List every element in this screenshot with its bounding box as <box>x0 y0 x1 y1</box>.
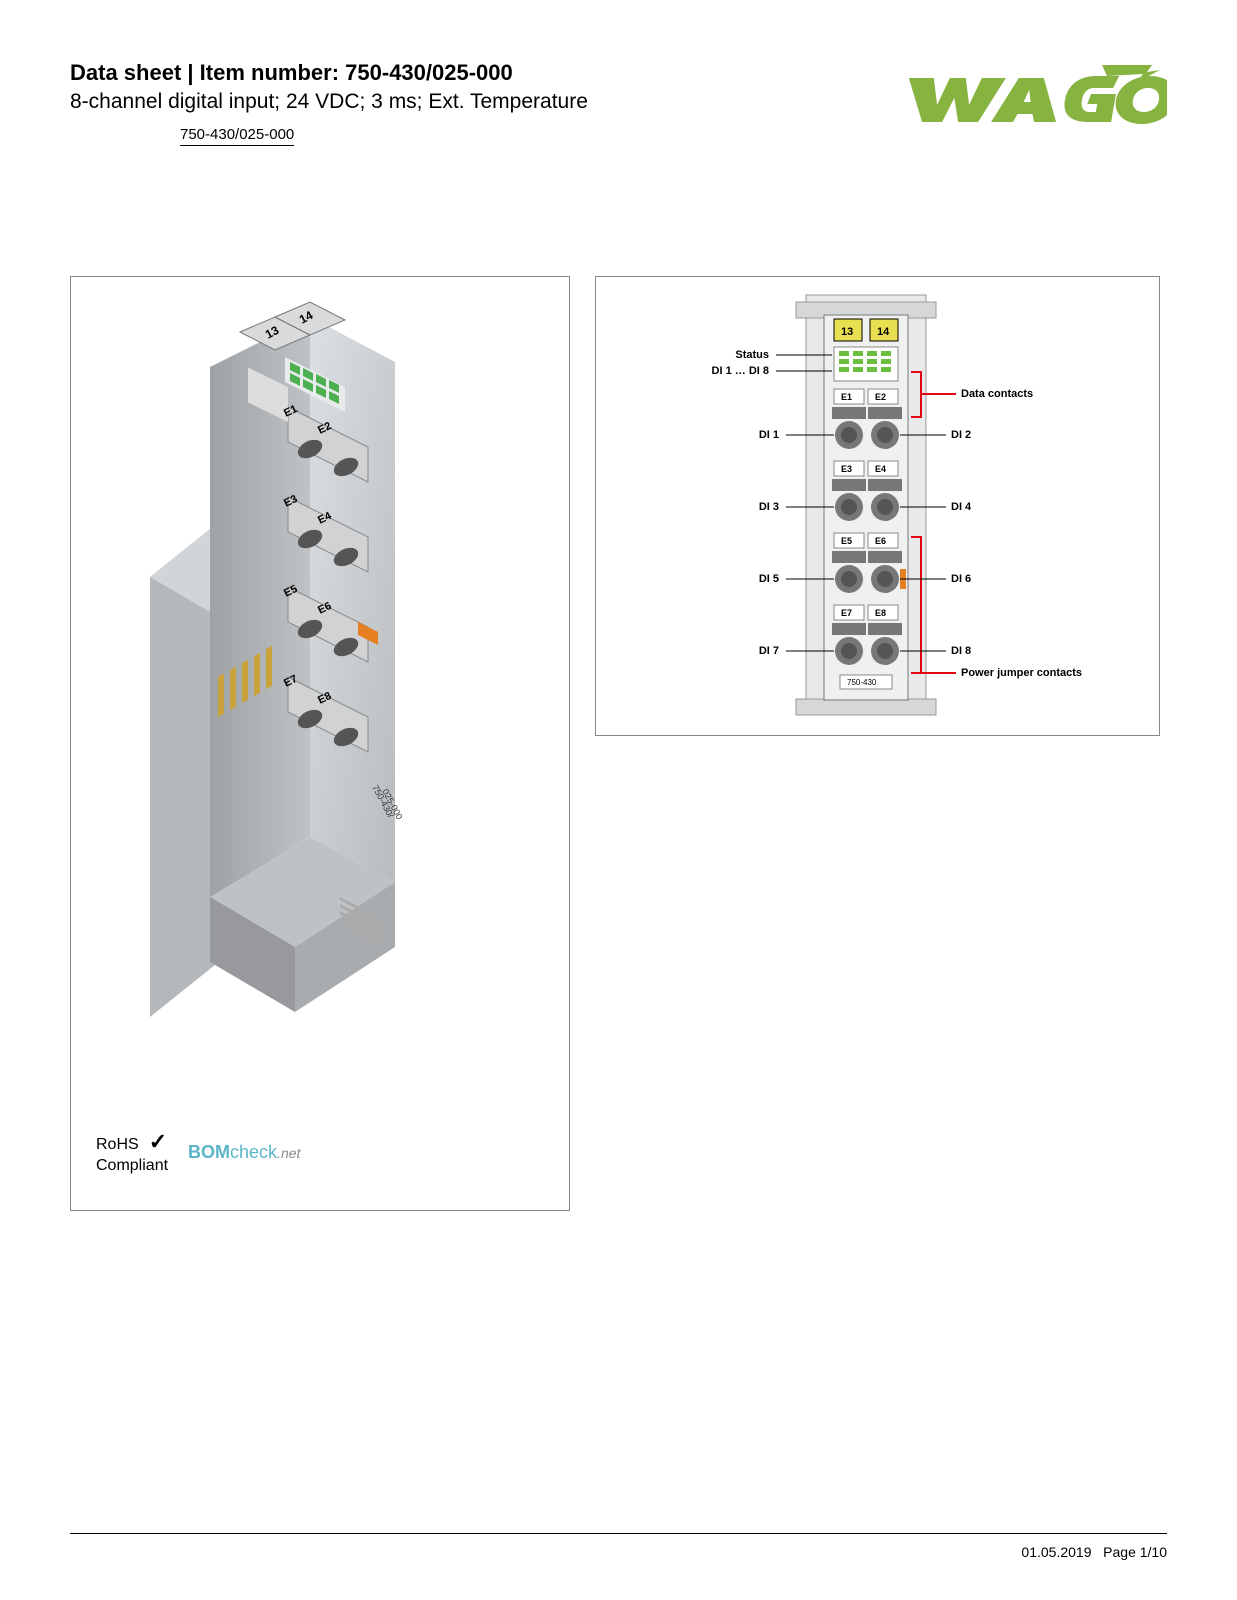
svg-text:13: 13 <box>841 326 853 338</box>
label-di3: DI 3 <box>759 501 779 513</box>
item-number-link[interactable]: 750-430/025-000 <box>180 126 294 146</box>
bom-prefix: BOM <box>188 1142 230 1162</box>
header-text-block: Data sheet | Item number: 750-430/025-00… <box>70 60 907 146</box>
label-di-range: DI 1 … DI 8 <box>712 365 769 377</box>
svg-text:14: 14 <box>877 326 890 338</box>
rohs-line2: Compliant <box>96 1157 168 1174</box>
svg-text:E3: E3 <box>841 464 852 474</box>
title-label: Item number: <box>200 60 339 85</box>
footer-date: 01.05.2019 <box>1021 1544 1091 1560</box>
label-status: Status <box>735 349 769 361</box>
rohs-compliant-label: RoHS ✓ Compliant <box>96 1129 168 1175</box>
product-image-box: 13 14 <box>70 276 570 1211</box>
label-di5: DI 5 <box>759 573 779 585</box>
bom-mid: check <box>230 1142 277 1162</box>
svg-text:E8: E8 <box>875 608 886 618</box>
label-di7: DI 7 <box>759 645 779 657</box>
label-power-jumper: Power jumper contacts <box>961 667 1082 679</box>
label-di1: DI 1 <box>759 429 779 441</box>
rohs-line1: RoHS <box>96 1136 139 1153</box>
content-area: 13 14 <box>70 276 1167 1211</box>
label-di6: DI 6 <box>951 573 971 585</box>
datasheet-subtitle: 8-channel digital input; 24 VDC; 3 ms; E… <box>70 90 907 114</box>
label-di8: DI 8 <box>951 645 971 657</box>
compliance-badges: RoHS ✓ Compliant BOMcheck.net <box>96 1129 300 1175</box>
title-prefix: Data sheet <box>70 60 181 85</box>
check-icon: ✓ <box>149 1129 167 1154</box>
footer-page: Page 1/10 <box>1103 1544 1167 1560</box>
svg-text:E1: E1 <box>841 392 852 402</box>
label-data-contacts: Data contacts <box>961 388 1033 400</box>
svg-text:E5: E5 <box>841 536 852 546</box>
svg-text:E6: E6 <box>875 536 886 546</box>
wago-logo <box>907 60 1167 140</box>
datasheet-title: Data sheet | Item number: 750-430/025-00… <box>70 60 907 86</box>
svg-text:E4: E4 <box>875 464 886 474</box>
page-header: Data sheet | Item number: 750-430/025-00… <box>70 60 1167 146</box>
wiring-diagram-box: 13 14 E1 E2 <box>595 276 1160 736</box>
bom-suffix: .net <box>277 1145 300 1161</box>
svg-text:E7: E7 <box>841 608 852 618</box>
label-di4: DI 4 <box>951 501 971 513</box>
svg-text:E2: E2 <box>875 392 886 402</box>
page-footer: 01.05.2019 Page 1/10 <box>70 1533 1167 1560</box>
bomcheck-badge: BOMcheck.net <box>188 1142 300 1163</box>
svg-text:750-430: 750-430 <box>847 678 877 687</box>
product-3d-render: 13 14 <box>110 297 530 1047</box>
title-separator: | <box>181 60 199 85</box>
label-di2: DI 2 <box>951 429 971 441</box>
title-item-number: 750-430/025-000 <box>345 60 513 85</box>
